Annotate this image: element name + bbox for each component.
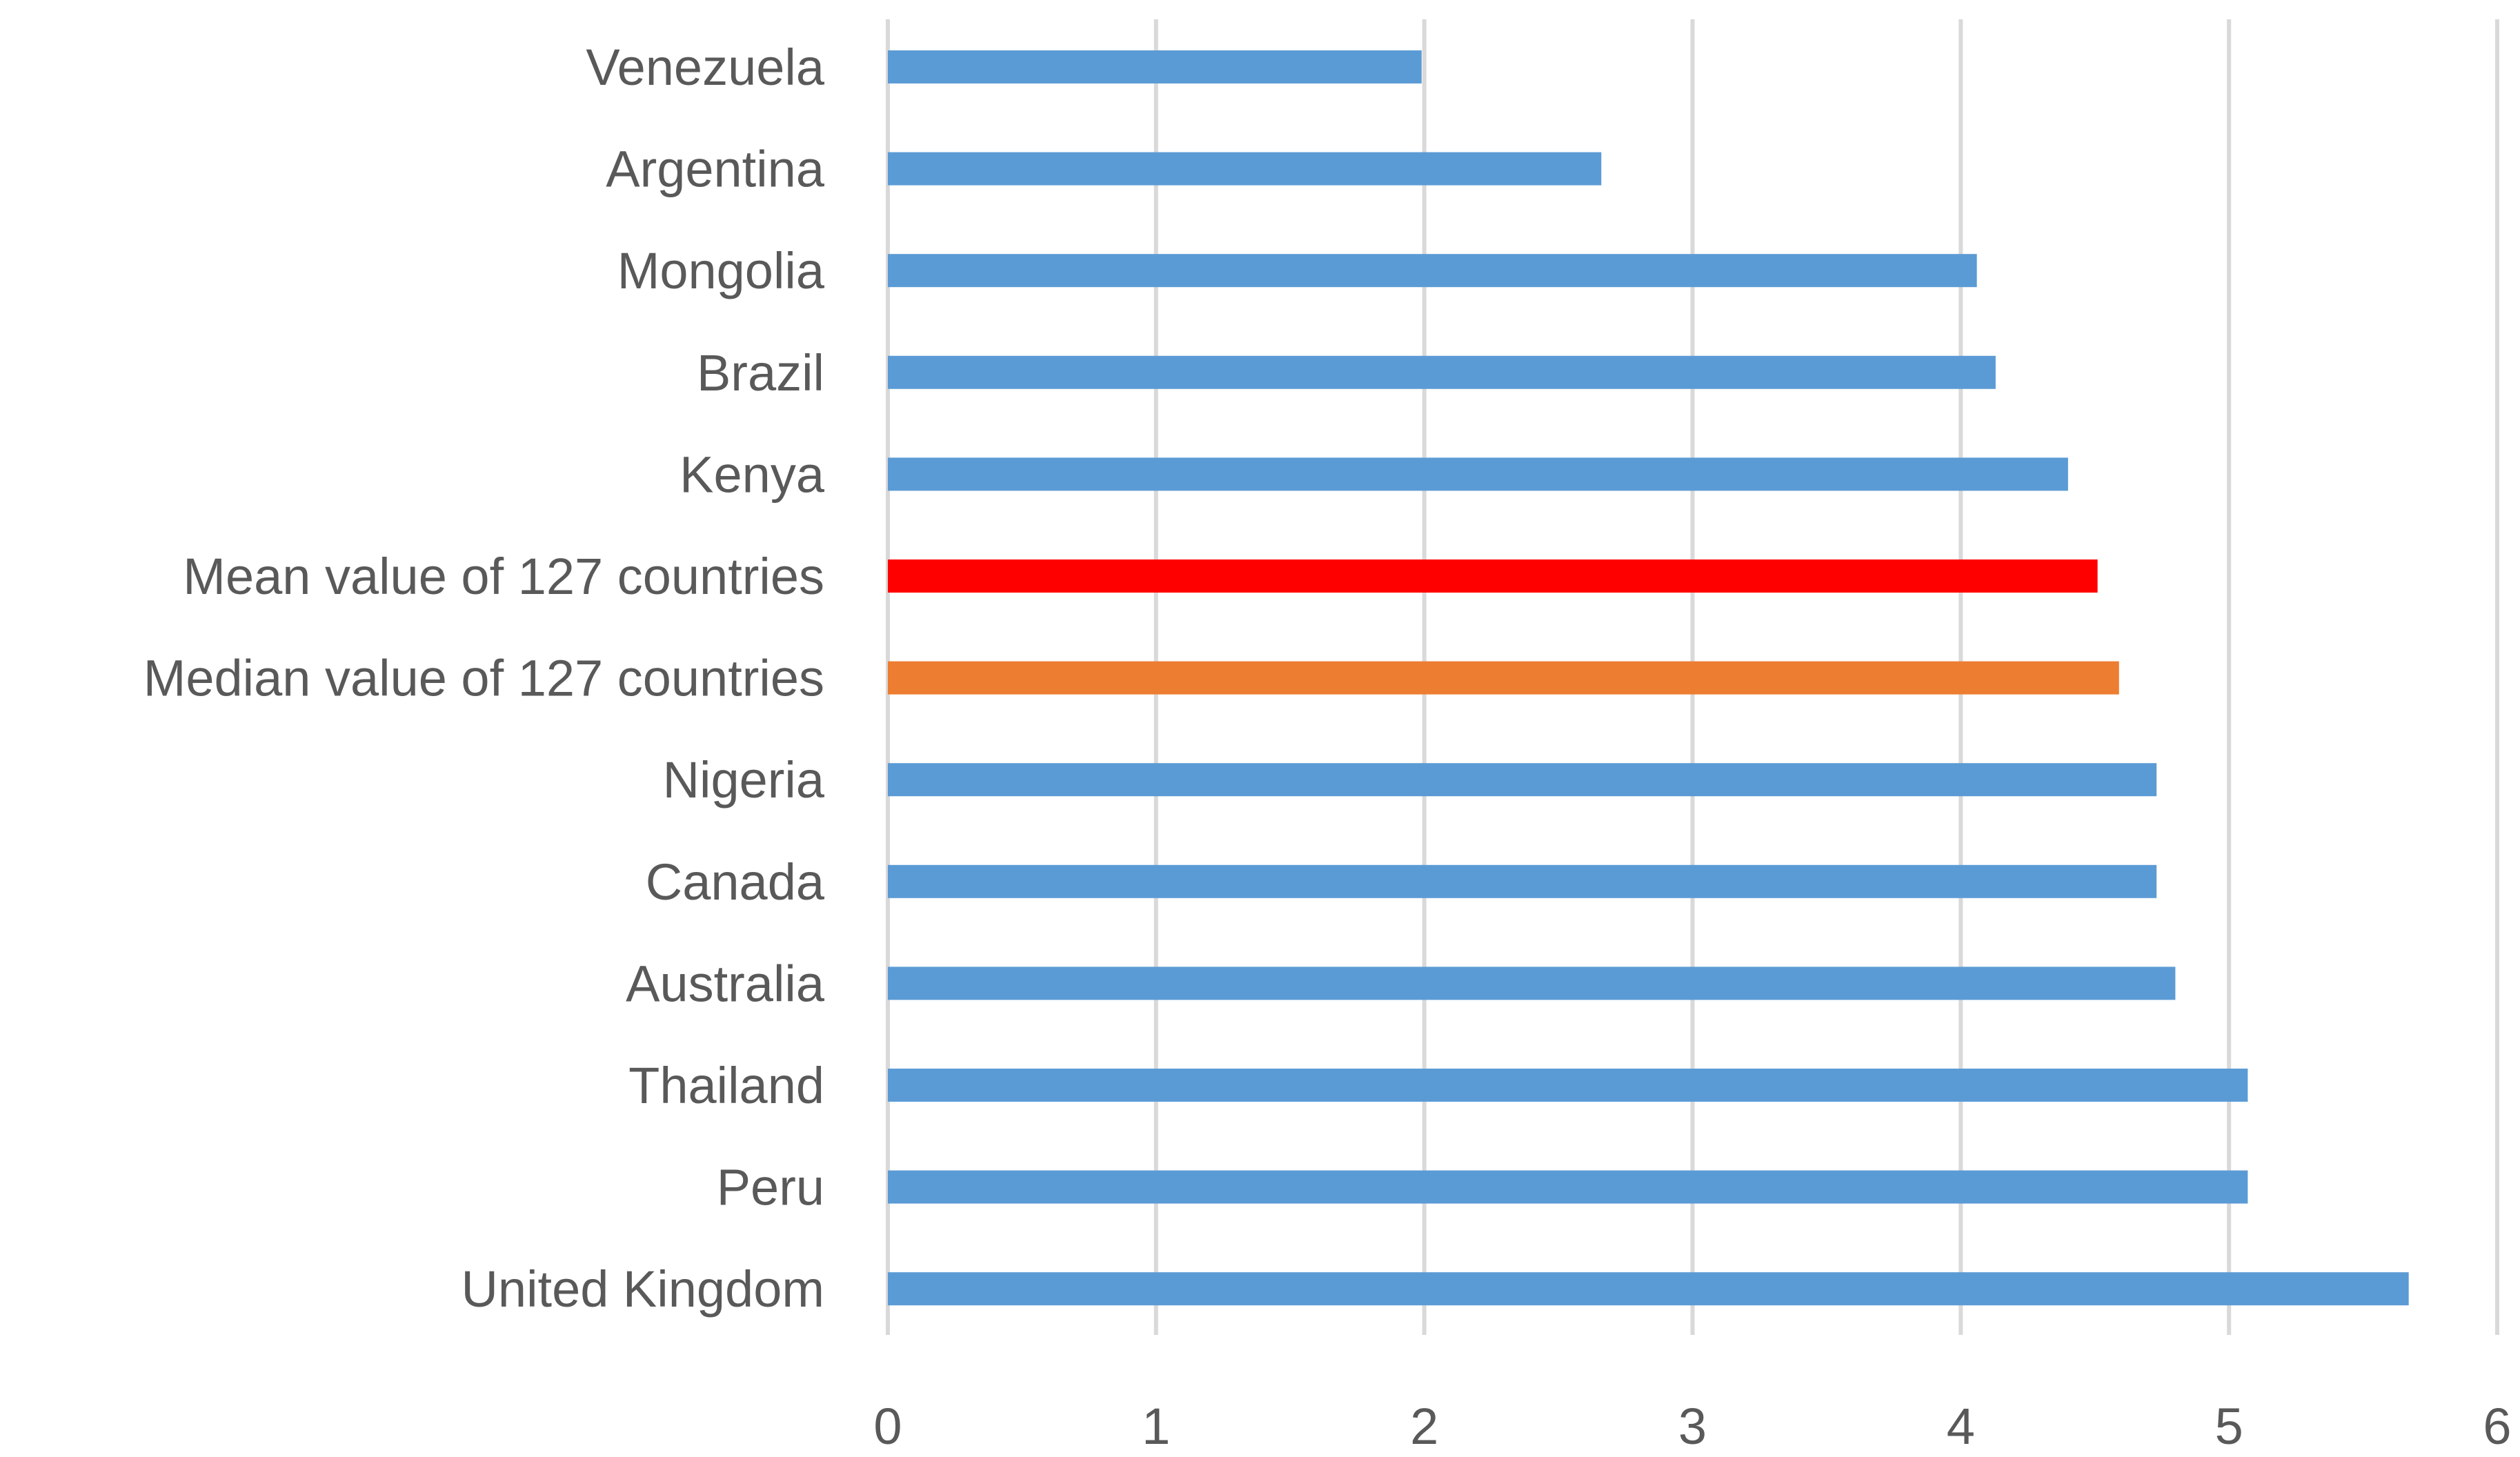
category-label: Thailand xyxy=(628,1057,824,1114)
bar xyxy=(888,864,2157,898)
category-label: Peru xyxy=(717,1159,824,1216)
category-label: Kenya xyxy=(679,446,825,503)
bar xyxy=(888,1069,2248,1102)
bars xyxy=(888,50,2409,1306)
category-label: Mean value of 127 countries xyxy=(183,548,824,605)
x-axis-tick-labels: 0 1 2 3 4 5 6 xyxy=(873,1398,2511,1455)
x-tick-label: 0 xyxy=(873,1398,902,1455)
category-label: Median value of 127 countries xyxy=(143,650,824,707)
x-tick-label: 2 xyxy=(1410,1398,1438,1455)
bar xyxy=(888,50,1422,83)
category-label: Nigeria xyxy=(663,751,825,809)
bar xyxy=(888,254,1977,288)
x-tick-label: 1 xyxy=(1142,1398,1170,1455)
x-tick-label: 6 xyxy=(2483,1398,2511,1455)
bar xyxy=(888,457,2068,491)
category-label: Venezuela xyxy=(586,39,824,96)
bar xyxy=(888,1170,2248,1204)
bar xyxy=(888,1272,2409,1306)
category-label: Australia xyxy=(626,955,825,1012)
bar xyxy=(888,967,2176,1000)
bar xyxy=(888,661,2119,695)
x-tick-label: 5 xyxy=(2215,1398,2243,1455)
category-label: Mongolia xyxy=(617,242,825,299)
category-label: United Kingdom xyxy=(461,1260,824,1318)
category-label: Canada xyxy=(646,853,825,911)
category-labels: Venezuela Argentina Mongolia Brazil Kenya Mea… xyxy=(143,39,825,1318)
bar xyxy=(888,763,2157,797)
bar xyxy=(888,559,2098,593)
x-tick-label: 4 xyxy=(1947,1398,1975,1455)
bar xyxy=(888,152,1602,186)
x-tick-label: 3 xyxy=(1678,1398,1707,1455)
category-label: Argentina xyxy=(606,141,825,198)
category-label: Brazil xyxy=(697,344,824,402)
bar xyxy=(888,355,1996,389)
